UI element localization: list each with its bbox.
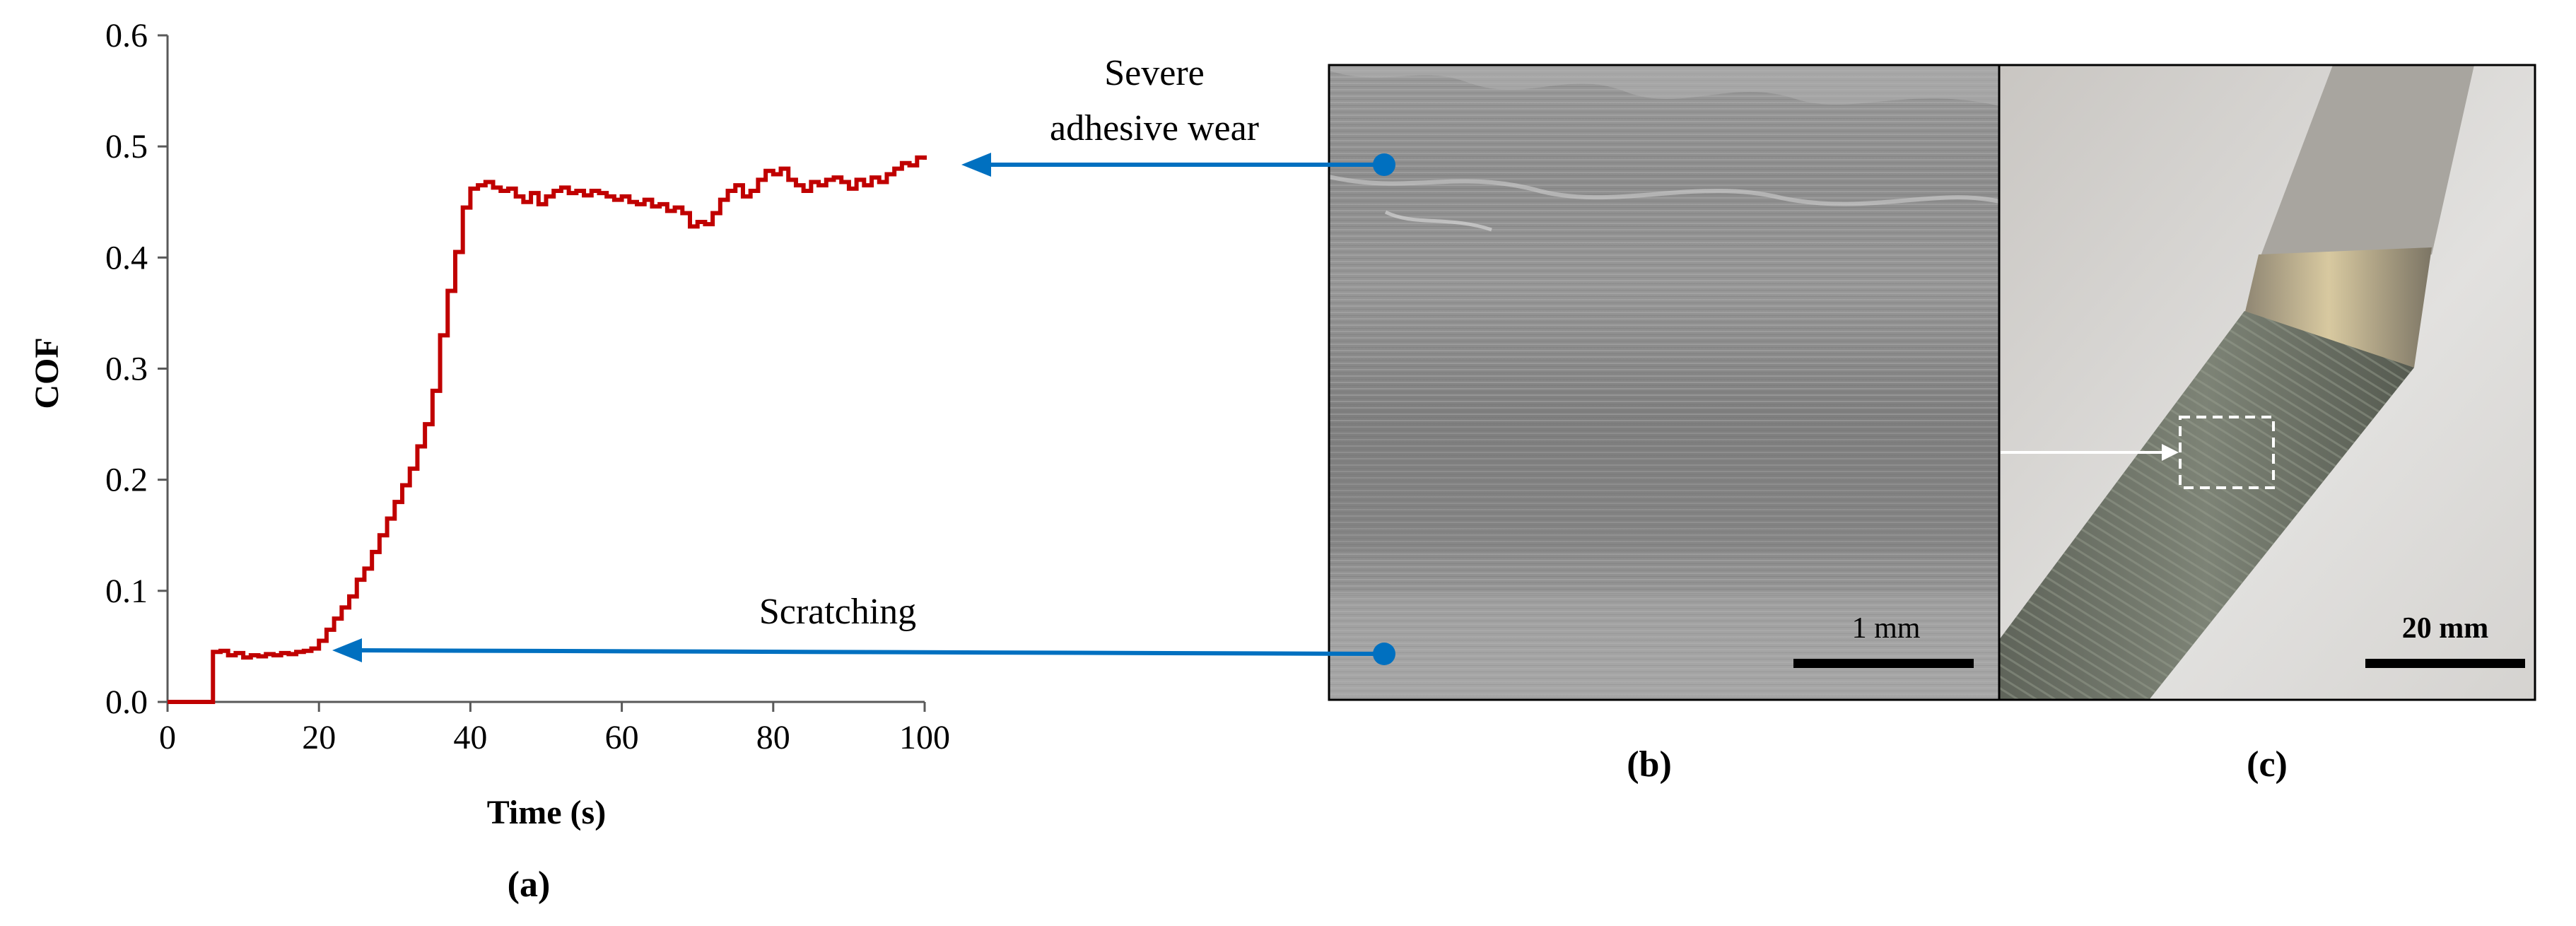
x-tick-label: 40 <box>453 719 487 756</box>
panel-c-scalebar-label: 20 mm <box>2402 612 2488 645</box>
y-tick-label: 0.5 <box>105 128 148 165</box>
y-axis-label: COF <box>28 337 66 409</box>
severe-wear-label-line2: adhesive wear <box>1050 108 1259 148</box>
x-axis-label: Time (s) <box>487 794 606 831</box>
y-tick-label: 0.4 <box>105 239 148 276</box>
x-axis: 0 20 40 60 80 100 <box>159 702 950 756</box>
y-tick-label: 0.6 <box>105 17 148 54</box>
y-tick-label: 0.2 <box>105 462 148 499</box>
scratching-label: Scratching <box>759 592 916 632</box>
y-axis: 0.0 0.1 0.2 0.3 0.4 0.5 0.6 <box>105 17 168 721</box>
x-tick-label: 60 <box>605 719 639 756</box>
x-tick-label: 100 <box>899 719 950 756</box>
cof-chart: 0.0 0.1 0.2 0.3 0.4 0.5 0.6 0 20 40 60 80 100 COF T… <box>28 17 950 831</box>
severe-wear-label-line1: Severe <box>1104 53 1204 93</box>
panel-c-scalebar <box>2365 659 2525 668</box>
figure: 0.0 0.1 0.2 0.3 0.4 0.5 0.6 0 20 40 60 80 100 COF T… <box>0 0 2576 926</box>
y-tick-label: 0.3 <box>105 351 148 388</box>
x-tick-label: 80 <box>756 719 790 756</box>
panel-b-scalebar <box>1793 659 1974 668</box>
strip-photo <box>1999 65 2535 700</box>
x-tick-label: 20 <box>302 719 336 756</box>
y-tick-label: 0.1 <box>105 573 148 610</box>
y-tick-label: 0.0 <box>105 684 148 721</box>
panel-a-label: (a) <box>508 865 551 905</box>
panel-b-label: (b) <box>1627 744 1672 785</box>
sem-micrograph <box>1329 65 1999 700</box>
panel-b-scalebar-label: 1 mm <box>1852 612 1921 645</box>
x-tick-label: 0 <box>159 719 176 756</box>
panel-c-label: (c) <box>2247 744 2288 785</box>
scratching-arrow <box>332 638 1395 665</box>
